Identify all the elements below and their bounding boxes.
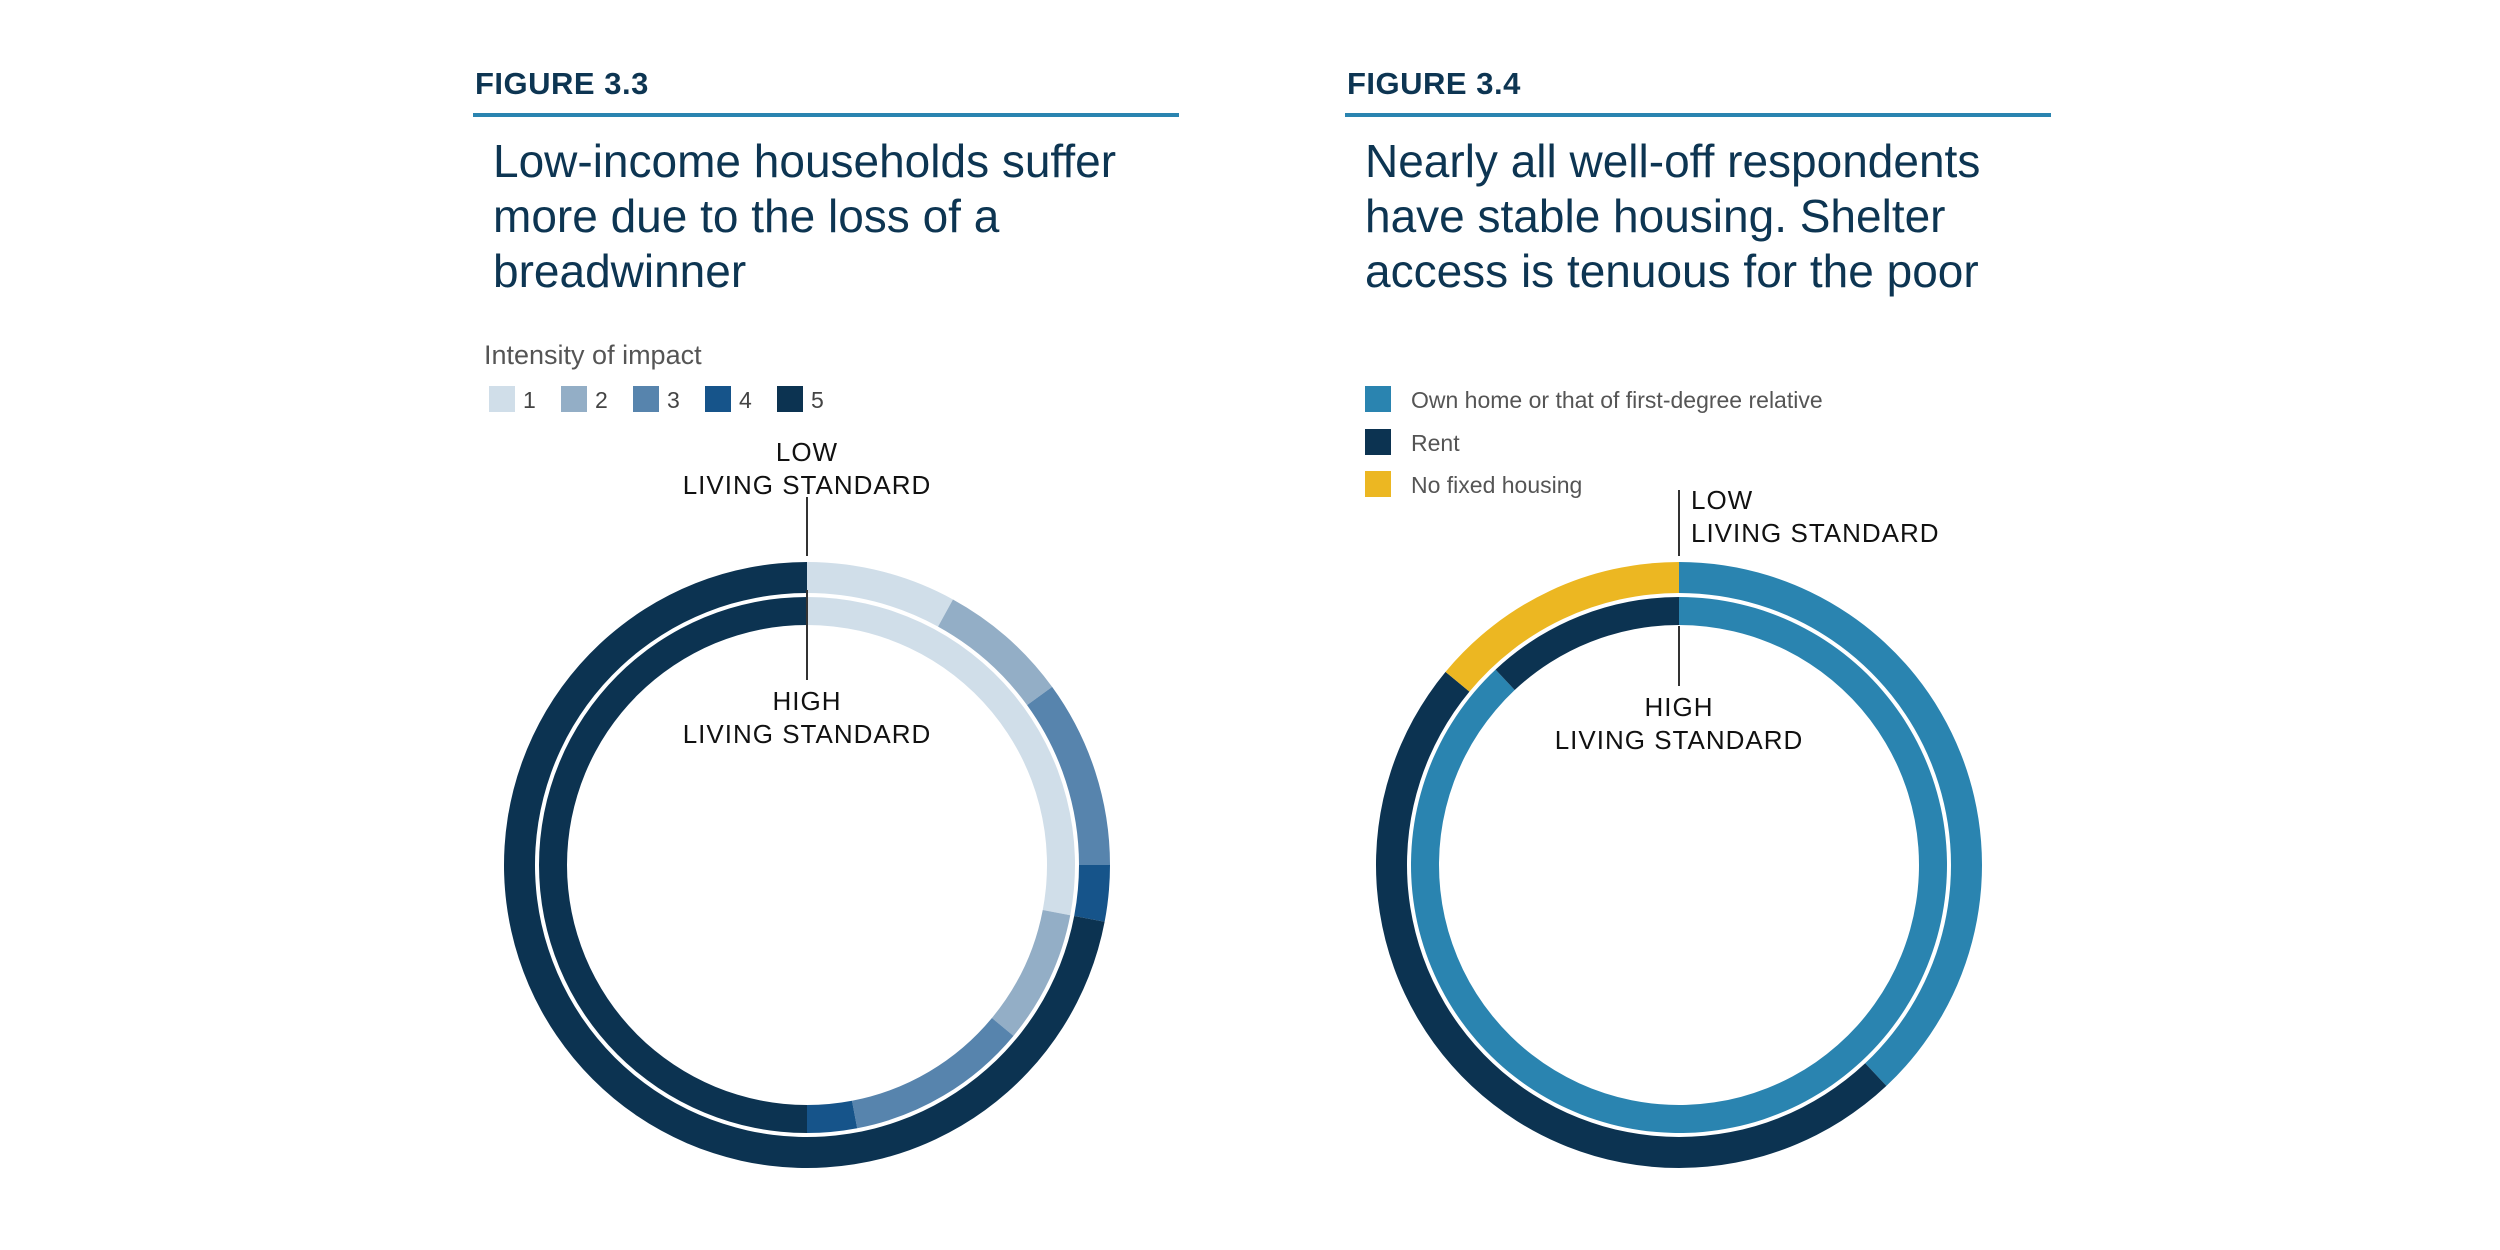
inner-label-line1: HIGH: [1645, 692, 1714, 722]
legend-swatch: [777, 386, 803, 412]
legend-label: No fixed housing: [1411, 472, 1583, 498]
ring-segment-intensity-3: [851, 1017, 1014, 1129]
ring-segment-rent: [1495, 597, 1679, 691]
outer-label-line2: LIVING STANDARD: [683, 470, 932, 500]
legend-swatch: [1365, 471, 1391, 497]
donut-chart-intensity: LOW LIVING STANDARD HIGH LIVING STANDARD: [504, 437, 1110, 1168]
figure-label: FIGURE 3.3: [475, 66, 649, 101]
figure-title: Nearly all well-off respondents have sta…: [1365, 135, 1981, 297]
outer-label-line1: LOW: [1691, 485, 1753, 515]
figure-label: FIGURE 3.4: [1347, 66, 1521, 101]
legend-label: Own home or that of first-degree relativ…: [1411, 387, 1823, 413]
figure-3-4-panel: FIGURE 3.4 Nearly all well-off responden…: [1345, 0, 2075, 1250]
ring-segment-intensity-2: [991, 909, 1071, 1036]
figure-title: Low-income households suffer more due to…: [493, 135, 1117, 297]
outer-ring: [1376, 562, 1982, 1168]
outer-label-line2: LIVING STANDARD: [1691, 518, 1940, 548]
legend-swatch: [633, 386, 659, 412]
inner-label-line1: HIGH: [773, 686, 842, 716]
legend-item: No fixed housing: [1365, 471, 1965, 499]
legend-swatch: [1365, 386, 1391, 412]
legend-label: 1: [523, 387, 536, 413]
ring-segment-intensity-4: [1074, 865, 1110, 922]
legend-label: 5: [811, 387, 824, 413]
ring-segment-intensity-2: [938, 599, 1053, 706]
legend-swatch: [561, 386, 587, 412]
ring-segment-own-home: [1679, 562, 1982, 1086]
legend-swatch: [705, 386, 731, 412]
ring-segment-intensity-1: [807, 562, 953, 627]
inner-label-line2: LIVING STANDARD: [1555, 725, 1804, 755]
ring-segment-rent: [1376, 671, 1887, 1168]
legend-label: 3: [667, 387, 680, 413]
ring-segment-intensity-1: [807, 597, 1075, 916]
inner-ring: [1411, 597, 1947, 1133]
inner-ring: [539, 597, 1075, 1133]
ring-segment-intensity-4: [807, 1100, 858, 1133]
legend-item: Rent: [1365, 429, 1965, 457]
ring-segment-no-fixed-housing: [1445, 562, 1679, 692]
figure-divider: [473, 113, 1179, 117]
outer-label-line1: LOW: [776, 437, 838, 467]
inner-label-line2: LIVING STANDARD: [683, 719, 932, 749]
figure-3-3-panel: FIGURE 3.3 Low-income households suffer …: [473, 0, 1203, 1250]
legend-title: Intensity of impact: [484, 340, 702, 370]
figure-divider: [1345, 113, 2051, 117]
outer-ring: [504, 562, 1110, 1168]
legend-swatch: [1365, 429, 1391, 455]
legend-swatch: [489, 386, 515, 412]
legend-label: Rent: [1411, 430, 1460, 456]
donut-chart-housing: LOW LIVING STANDARD HIGH LIVING STANDARD: [1376, 485, 1982, 1168]
legend-label: 4: [739, 387, 752, 413]
ring-segment-intensity-5: [539, 597, 807, 1133]
ring-segment-intensity-3: [1027, 686, 1110, 865]
legend-item: Own home or that of first-degree relativ…: [1365, 386, 1965, 414]
legend-label: 2: [595, 387, 608, 413]
